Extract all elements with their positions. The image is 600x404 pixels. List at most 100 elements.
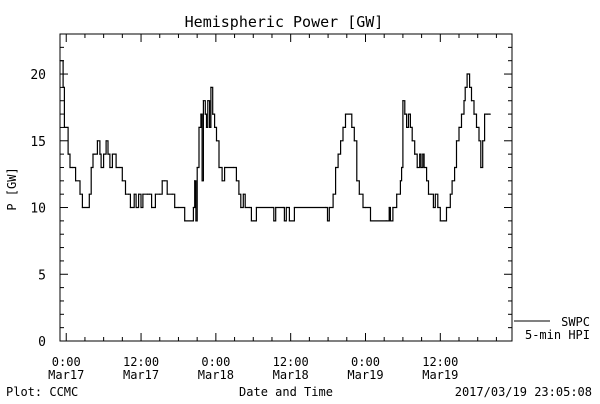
data-point [204,113,206,115]
data-point [209,126,211,128]
data-point [202,100,204,102]
data-point [92,153,94,155]
data-point [399,180,401,182]
data-point [469,86,471,88]
data-point [460,113,463,115]
data-point [62,86,64,88]
data-point [103,153,105,155]
data-point [224,166,226,169]
data-point [111,153,113,155]
data-point [489,113,491,115]
data-point [484,113,486,115]
series-layer [59,60,491,222]
plot-frame [59,33,513,342]
x-tick-label-time: 12:00 [273,355,309,369]
data-point [212,113,214,115]
data-point [135,206,137,209]
data-point [248,206,251,209]
x-tick-label-date: Mar18 [273,368,309,382]
data-point [356,180,358,182]
data-point [362,206,364,209]
data-point [454,166,456,169]
data-point [288,220,290,222]
data-point [439,220,441,222]
data-point [293,206,295,209]
data-point [215,140,218,142]
data-point [388,206,390,209]
x-tick-label-date: Mar18 [198,368,234,382]
data-point [443,220,445,222]
data-point [71,166,74,169]
data-point [121,180,123,182]
data-point [164,180,166,182]
data-point [392,206,394,209]
data-point [419,153,421,155]
y-tick-label: 5 [38,268,46,283]
data-point [205,126,208,128]
data-point [351,126,353,128]
data-point [432,206,434,209]
data-point [201,180,203,182]
data-point [449,193,451,195]
chart-title: Hemispheric Power [GW] [185,13,384,31]
data-point [138,193,140,195]
data-point [105,140,107,142]
footer-left: Plot: CCMC [6,385,78,399]
data-point [63,126,65,128]
data-point [198,126,200,128]
y-tick-label: 10 [30,202,46,217]
x-tick-label-time: 0:00 [52,355,81,369]
data-point [133,193,135,195]
data-point [409,126,411,128]
data-point [275,206,277,209]
data-point [328,206,330,209]
footer-right: 2017/03/19 23:05:08 [455,385,592,399]
data-point [340,140,342,142]
data-point [342,126,344,128]
data-point [463,100,465,102]
data-point [250,220,252,222]
data-point [273,220,275,222]
data-point [159,193,161,195]
legend-entry-hpi: 5-min HPI [525,328,590,342]
data-point [210,86,212,88]
data-point [404,113,406,115]
data-point [94,153,96,155]
data-point [109,166,111,169]
data-point [407,113,410,115]
data-point [385,220,387,222]
data-point [414,153,416,155]
data-point [466,73,468,75]
data-point [426,180,428,182]
data-point [177,206,180,209]
legend-entry-swpc: SWPC [561,315,590,329]
data-point [140,206,142,209]
data-point [416,166,418,169]
data-point [337,153,339,155]
data-point [69,166,71,169]
data-point [473,113,475,115]
data-point [420,166,422,169]
data-point [221,180,223,182]
data-point [151,206,153,209]
data-point [325,206,327,209]
data-point [146,193,148,195]
data-point [242,193,244,195]
data-point [285,206,287,209]
data-point [253,220,255,222]
data-point [184,220,186,222]
x-tick-label-date: Mar17 [123,368,159,382]
data-point [200,113,202,115]
data-point [480,166,482,169]
axes: 051015200:00Mar1712:00Mar170:00Mar1812:0… [30,33,513,382]
data-point [344,113,347,115]
data-point [396,193,398,195]
data-point [81,206,83,209]
data-point [358,193,360,195]
y-tick-label: 20 [30,68,46,83]
data-point [75,180,77,182]
data-point [482,140,484,142]
data-point [174,206,176,209]
